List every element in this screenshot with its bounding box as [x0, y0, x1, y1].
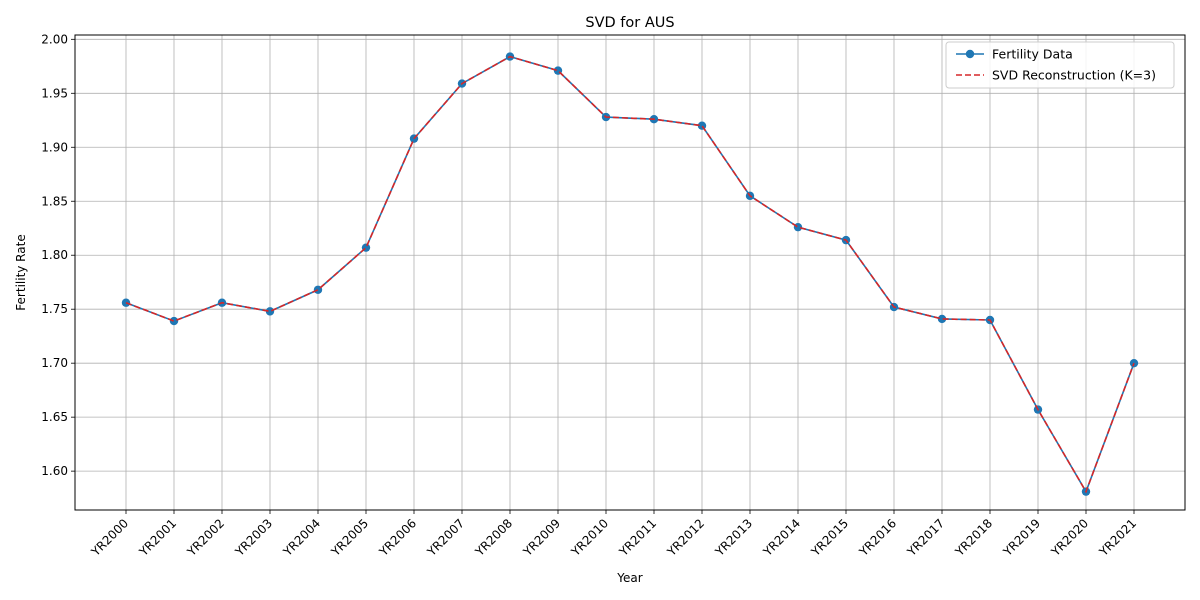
y-tick-label: 2.00	[41, 32, 68, 46]
legend-label: SVD Reconstruction (K=3)	[992, 68, 1156, 83]
chart-title: SVD for AUS	[585, 15, 674, 31]
legend-marker	[965, 49, 975, 59]
y-axis-label: Fertility Rate	[14, 234, 28, 310]
y-tick-label: 1.80	[41, 248, 68, 262]
grid	[75, 35, 1185, 510]
y-tick-label: 1.75	[41, 302, 68, 316]
fertility-data-point	[937, 314, 947, 324]
fertility-data-point	[265, 307, 275, 316]
y-tick-label: 1.95	[41, 86, 68, 100]
plot-frame	[74, 34, 1186, 511]
y-tick-label: 1.60	[41, 464, 68, 478]
fertility-data-point	[169, 316, 179, 326]
legend: Fertility Data SVD Reconstruction (K=3)	[945, 41, 1175, 89]
x-axis-label: Year	[616, 571, 642, 585]
y-tick-label: 1.70	[41, 356, 68, 370]
series-layer	[121, 52, 1139, 496]
legend-label: Fertility Data	[992, 47, 1073, 62]
legend-box	[945, 41, 1175, 89]
y-tick-label: 1.85	[41, 194, 68, 208]
y-tick-label: 1.90	[41, 140, 68, 154]
fertility-data-point	[121, 298, 131, 307]
y-tick-label: 1.65	[41, 410, 68, 424]
svd-reconstruction-line	[125, 55, 1135, 494]
